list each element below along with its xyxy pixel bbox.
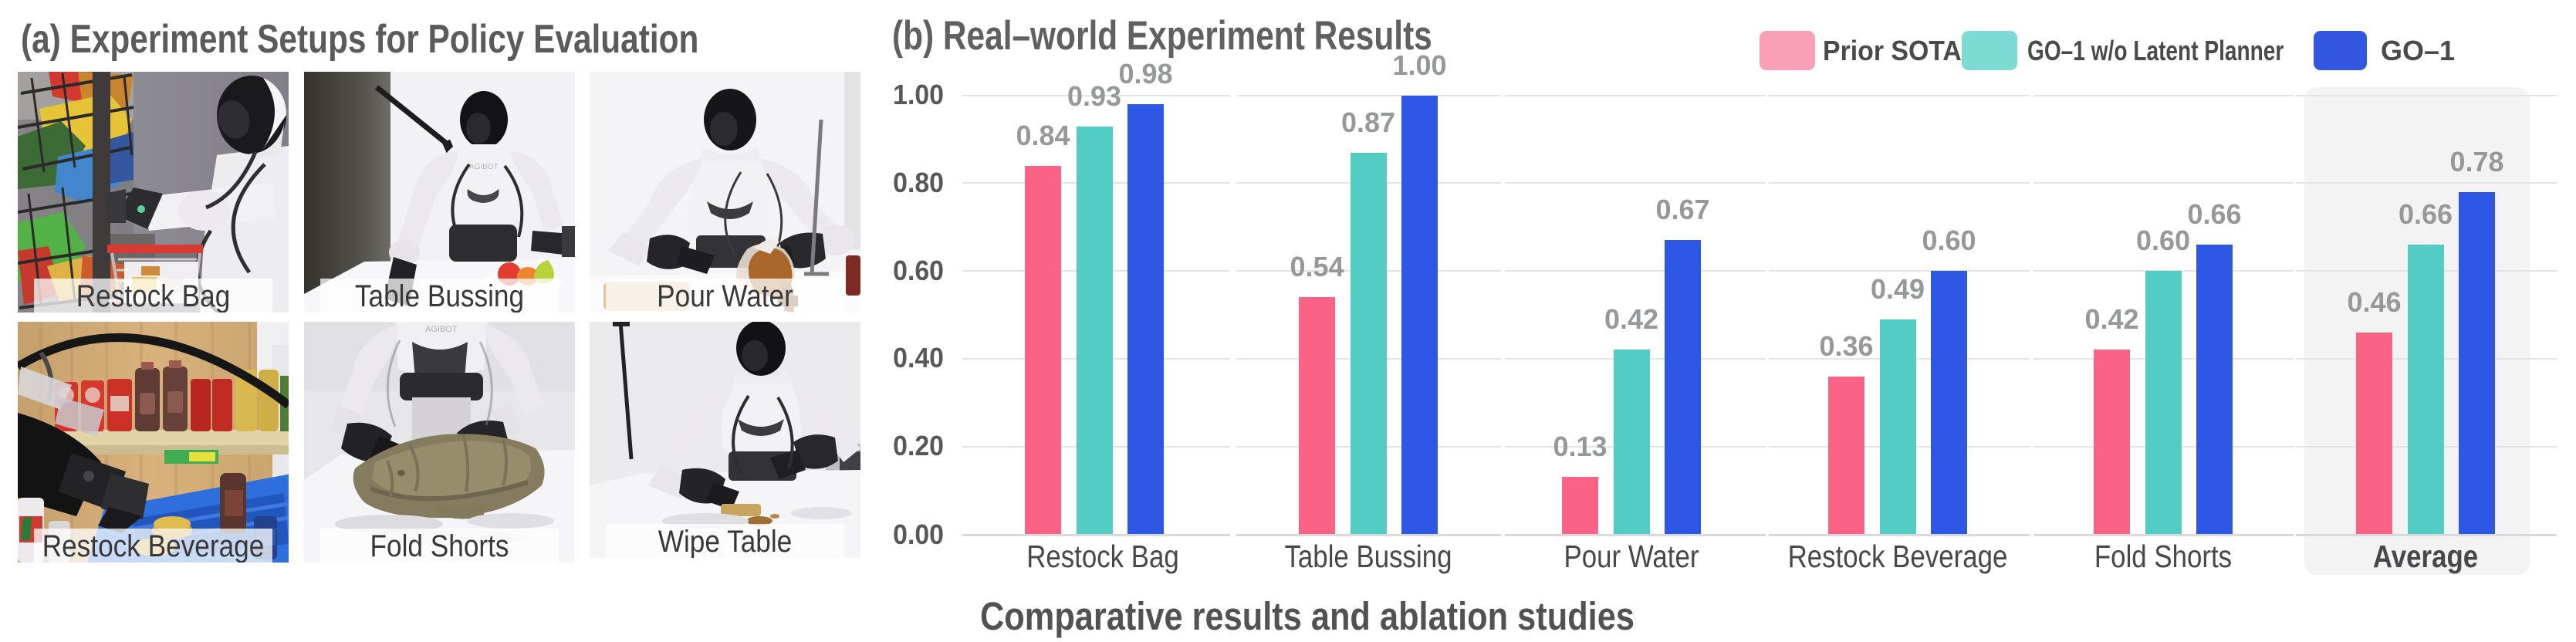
svg-text:AGIBOT: AGIBOT	[469, 163, 499, 171]
svg-text:AGIBOT: AGIBOT	[425, 325, 458, 334]
